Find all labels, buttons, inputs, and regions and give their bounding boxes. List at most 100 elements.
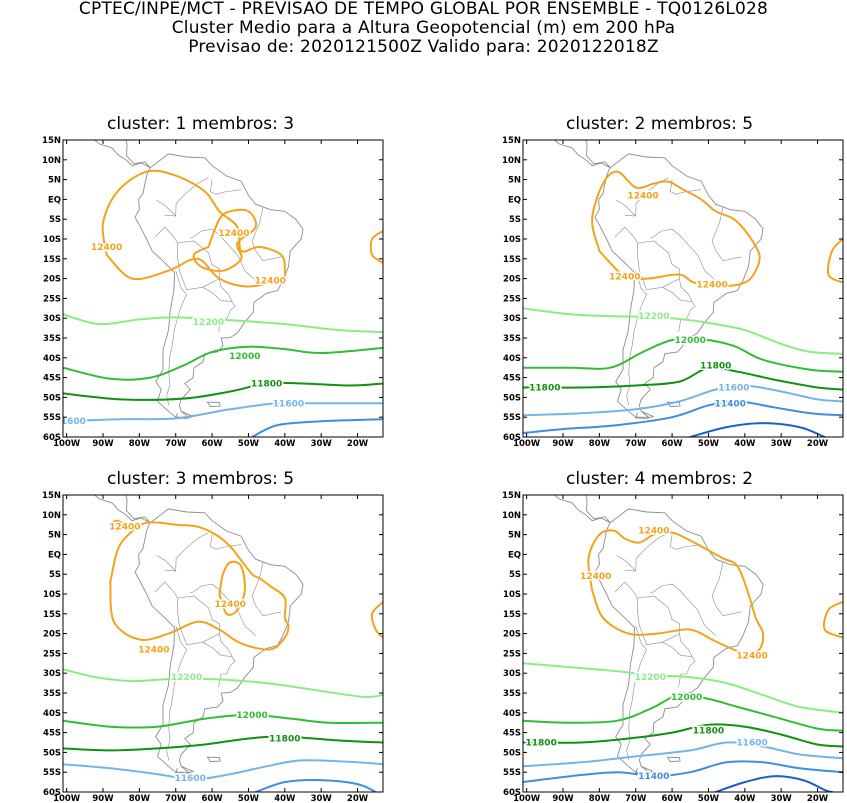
lat-label: 10S [503,235,521,245]
lon-label: 70W [625,439,647,449]
country-border [650,583,680,594]
lat-label: 60S [43,433,61,443]
country-border [650,228,680,239]
lon-label: 50W [698,439,720,449]
contour-label: 12400 [609,273,640,283]
contour-label: 12400 [736,651,767,661]
falklands-coastline [206,756,221,762]
country-border [626,625,647,761]
lat-label: 10S [503,590,521,600]
contour-label: 12200 [171,673,202,683]
lat-label: 10N [42,156,61,166]
contour-12200 [523,307,843,355]
country-border [202,642,233,657]
lat-label: 15N [42,491,61,501]
lon-label: 20W [347,439,369,449]
contour-11400 [251,418,383,437]
lat-label: 50S [503,748,521,758]
contour-label: 12000 [236,711,267,721]
lon-label: 30W [771,794,793,803]
lat-label: 20S [503,275,521,285]
header-line-2: Cluster Medio para a Altura Geopotencial… [171,18,676,38]
lat-label: 15N [502,136,521,146]
country-border [164,532,209,572]
lat-label: 30S [503,669,521,679]
figure-header: CPTEC/INPE/MCT - PREVISAO DE TEMPO GLOBA… [0,0,847,57]
lat-label: 25S [503,294,521,304]
lon-label: 40W [274,439,296,449]
country-border [637,240,680,279]
lon-label: 80W [129,794,151,803]
south-america-coastline [594,508,764,773]
contour-label: 11800 [526,739,557,749]
lat-label: 45S [503,374,521,384]
lat-label: 10S [43,235,61,245]
lon-label: 60W [661,439,683,449]
lat-label: 5N [48,531,61,541]
country-border [166,625,187,761]
lat-label: 40S [43,354,61,364]
contour-label: 12400 [215,600,246,610]
lon-label: 90W [92,794,114,803]
contour-label: 12400 [138,645,169,655]
lat-label: 30S [43,669,61,679]
country-border [614,226,638,244]
lat-label: 35S [503,334,521,344]
plot-frame [522,139,844,438]
panel-4-map: 12400 12400 12400 12200 12000 11800 11800 11600… [502,491,844,803]
contour-11800 [63,735,383,752]
country-border [678,633,696,688]
lon-label: 40W [734,794,756,803]
lon-label: 100W [53,439,81,449]
country-border [711,562,742,617]
contour-11400 [254,779,377,792]
contour-12400 [826,238,843,284]
country-border [218,633,236,688]
contour-label: 12000 [671,693,702,703]
contour-12400 [192,208,258,273]
lat-label: 50S [43,393,61,403]
south-america-coastline [134,508,304,773]
panel-1-map: 12400 12400 12400 12200 12000 11800 11600 11600… [42,136,384,449]
panel-1-title: cluster: 1 membros: 3 [107,114,295,134]
lon-label: 90W [92,439,114,449]
panel-3-title: cluster: 3 membros: 5 [107,469,295,489]
south-america-coastline [134,153,304,418]
central-america-coastline [553,495,611,524]
contour-11400 [523,400,843,434]
country-border [679,234,716,281]
lon-label: 30W [311,794,333,803]
lon-label: 100W [513,794,541,803]
lon-label: 50W [238,794,260,803]
contour-11600 [523,384,843,417]
lon-label: 60W [201,439,223,449]
contour-12400 [101,169,287,288]
plot-frame [62,494,384,793]
map-plot-area: 12400 12400 12400 12200 12000 11800 11600 [63,495,383,792]
country-border [156,199,176,217]
contour-12000 [63,345,383,381]
map-plot-area: 12400 12400 12400 12200 12000 11800 11800 11600… [523,140,843,437]
lon-label: 70W [165,439,187,449]
lon-label: 30W [311,439,333,449]
contour-11600 [523,741,843,768]
country-border [637,595,680,634]
contour-11600 [63,759,383,781]
contour-11200 [714,775,834,792]
lon-label: 90W [552,439,574,449]
lat-label: 5S [509,570,521,580]
lat-label: 30S [43,314,61,324]
country-border [662,642,693,657]
country-border [154,581,178,599]
contour-label: 11400 [715,399,746,409]
country-border [624,532,669,572]
contour-label: 11600 [273,399,304,409]
contour-label: 11800 [251,380,282,390]
lat-label: 5S [49,215,61,225]
country-border [190,583,220,594]
lon-label: 60W [661,794,683,803]
contour-11600 [63,401,383,423]
lat-label: 10N [502,156,521,166]
lon-label: 20W [807,439,829,449]
lat-label: 20S [43,630,61,640]
